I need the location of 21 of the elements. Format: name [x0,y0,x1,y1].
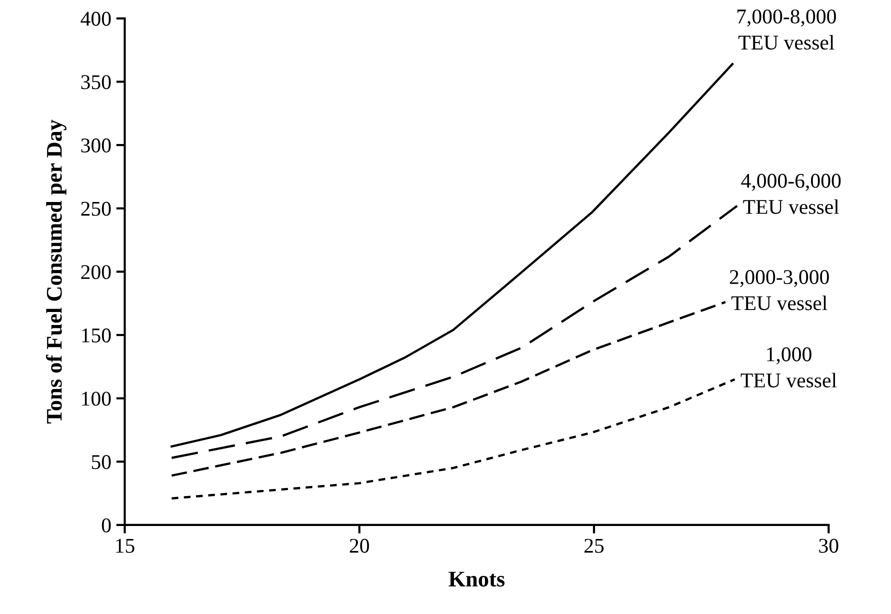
series-label: 4,000-6,000 TEU vessel [741,174,841,214]
x-tick-label: 25 [584,538,604,553]
x-tick-label: 30 [819,538,838,553]
y-tick-label: 0 [102,518,111,532]
series-label: 1,000 TEU vessel [740,347,837,388]
x-tick-label: 15 [116,538,134,553]
line-series [170,300,727,477]
series-label: 2,000-3,000 TEU vessel [730,270,829,310]
y-tick-label: 50 [92,455,111,470]
x-axis-title: Knots [448,572,505,587]
y-tick-label: 200 [81,265,111,280]
y-tick-label: 100 [82,392,111,406]
line-series [170,378,736,500]
y-tick-label: 150 [82,328,111,342]
x-tick-label: 20 [350,538,369,553]
y-tick-label: 350 [81,75,111,90]
y-tick-label: 300 [81,138,111,152]
y-axis-title: Tons of Fuel Consumed per Day [46,120,66,424]
y-tick-label: 250 [81,202,111,216]
series-label: 7,000-8,000 TEU vessel [737,9,836,50]
y-tick-label: 400 [80,12,111,26]
